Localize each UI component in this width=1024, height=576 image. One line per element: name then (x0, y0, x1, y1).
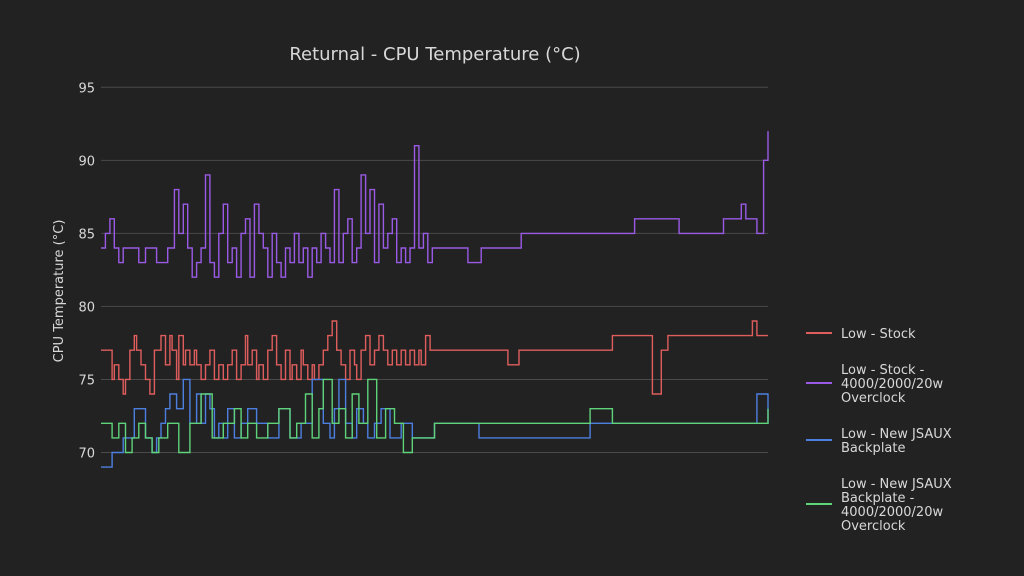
legend-label-line: Low - Stock - (841, 363, 925, 378)
legend-label: Low - New JSAUX Backplate -4000/2000/20w O… (841, 477, 952, 534)
legend-label: Low - Stock -4000/2000/20w Overclock (841, 363, 943, 406)
legend-item[interactable]: Low - New JSAUX Backplate (806, 427, 952, 456)
y-tick-label: 95 (78, 81, 95, 96)
y-tick-label: 70 (78, 446, 95, 461)
legend-label: Low - New JSAUX Backplate (841, 427, 952, 456)
series-line (101, 378, 769, 454)
legend-label: Low - Stock (841, 327, 916, 342)
series-line (101, 131, 769, 278)
grid (101, 86, 768, 453)
legend-label-line: 4000/2000/20w (841, 505, 943, 520)
legend-label-line: Overclock (841, 519, 906, 534)
chart-title: Returnal - CPU Temperature (°C) (289, 44, 580, 65)
y-tick-label: 90 (78, 154, 95, 169)
y-axis-label: CPU Temperature (°C) (52, 220, 67, 363)
legend-label-line: Backplate (841, 441, 906, 456)
series-lines (101, 131, 769, 468)
y-tick-label: 80 (78, 300, 95, 315)
legend-label-line: Low - Stock (841, 327, 916, 342)
legend-label-line: Low - New JSAUX (841, 427, 952, 442)
legend-label-line: Overclock (841, 391, 906, 406)
y-tick-label: 85 (78, 227, 95, 242)
legend-label-line: Backplate - (841, 491, 915, 506)
y-axis-ticks: 70 75 80 85 90 95 (78, 81, 95, 461)
legend-label-line: 4000/2000/20w (841, 377, 943, 392)
series-line (101, 320, 768, 395)
legend-item[interactable]: Low - Stock (806, 327, 916, 342)
y-tick-label: 75 (78, 373, 95, 388)
legend-label-line: Low - New JSAUX (841, 477, 952, 492)
legend-item[interactable]: Low - Stock -4000/2000/20w Overclock (806, 363, 943, 406)
legend-item[interactable]: Low - New JSAUX Backplate -4000/2000/20w O… (806, 477, 952, 534)
